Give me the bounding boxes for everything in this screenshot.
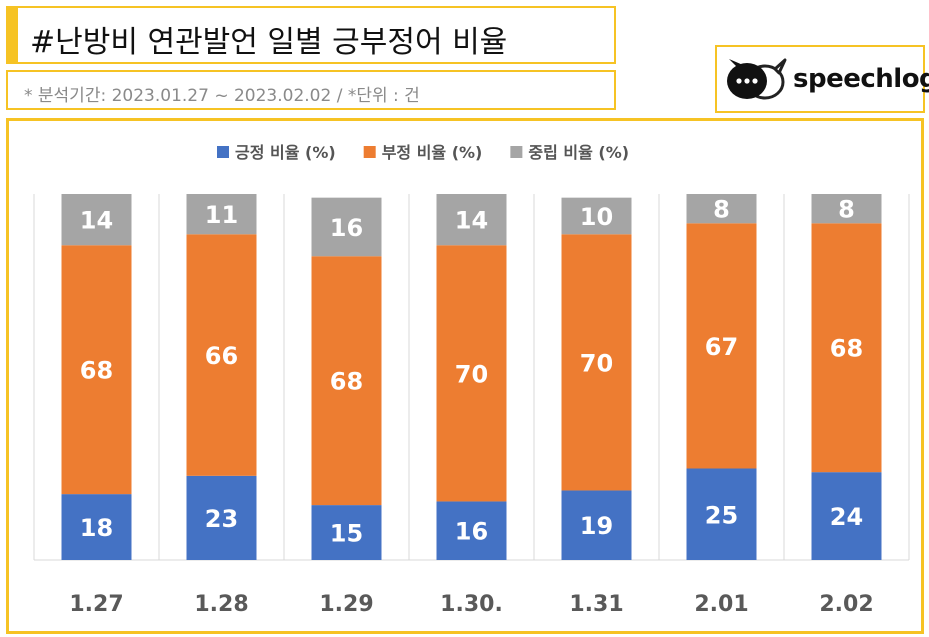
title-accent-bar: [8, 8, 18, 62]
bar-segment: [811, 223, 882, 473]
data-label: 8: [713, 196, 730, 224]
x-tick-label: 1.31: [569, 592, 623, 617]
bar-segment: [61, 194, 132, 246]
page-title: #난방비 연관발언 일별 긍부정어 비율: [30, 25, 508, 60]
x-tick-label: 2.02: [819, 592, 873, 617]
bar-segment: [311, 505, 382, 560]
data-label: 67: [705, 333, 738, 361]
data-label: 66: [205, 342, 238, 370]
speech-bubbles-icon: [727, 58, 787, 100]
bar-segment: [811, 194, 882, 224]
bar-segment: [186, 234, 257, 476]
data-label: 19: [580, 512, 613, 540]
data-label: 18: [80, 514, 113, 542]
x-tick-label: 1.29: [319, 592, 373, 617]
bar-segment: [186, 194, 257, 235]
title-box: #난방비 연관발언 일별 긍부정어 비율: [6, 6, 616, 64]
bar-segment: [61, 245, 132, 495]
x-tick-label: 1.28: [194, 592, 248, 617]
bar-segment: [686, 194, 757, 224]
data-label: 11: [205, 201, 238, 229]
bar-segment: [686, 223, 757, 469]
x-tick-label: 2.01: [694, 592, 748, 617]
legend-swatch: [363, 146, 376, 158]
data-label: 8: [838, 196, 855, 224]
legend-label: 부정 비율 (%): [382, 143, 483, 162]
bar-segment: [186, 475, 257, 560]
bar-segment: [561, 197, 632, 235]
x-tick-label: 1.30.: [440, 592, 503, 617]
bar-segment: [436, 194, 507, 246]
logo: speechlog: [715, 45, 929, 113]
bar-segment: [436, 501, 507, 560]
data-label: 68: [80, 357, 113, 385]
data-label: 23: [205, 505, 238, 533]
logo-text: speechlog: [793, 64, 929, 94]
data-label: 10: [580, 203, 613, 231]
chart-container: 긍정 비율 (%) 부정 비율 (%) 중립 비율 (%) 18 68 14 1.27 23 6…: [6, 118, 924, 634]
x-tick-label: 1.27: [69, 592, 123, 617]
subtitle-box: * 분석기간: 2023.01.27 ~ 2023.02.02 / *단위 : …: [6, 70, 616, 110]
legend-label: 중립 비율 (%): [528, 143, 629, 162]
data-label: 24: [830, 503, 863, 531]
bar-segment: [686, 468, 757, 560]
bar-segment: [311, 256, 382, 506]
data-label: 14: [455, 207, 488, 235]
data-label: 16: [330, 214, 363, 242]
legend-swatch: [217, 146, 229, 158]
legend-label: 긍정 비율 (%): [235, 143, 336, 162]
data-label: 70: [580, 349, 613, 377]
data-label: 14: [80, 207, 113, 235]
bar-segment: [311, 197, 382, 257]
bar-segment: [561, 490, 632, 560]
page-subtitle: * 분석기간: 2023.01.27 ~ 2023.02.02 / *단위 : …: [24, 86, 420, 106]
bar-segment: [811, 472, 882, 560]
stacked-bar-chart: 긍정 비율 (%) 부정 비율 (%) 중립 비율 (%) 18 68 14 1.27 23 6…: [33, 143, 910, 617]
data-label: 16: [455, 518, 488, 546]
bar-segment: [561, 234, 632, 491]
bar-segment: [61, 494, 132, 560]
data-label: 25: [705, 501, 738, 529]
data-label: 68: [330, 368, 363, 396]
data-label: 70: [455, 360, 488, 388]
data-label: 15: [330, 520, 363, 548]
data-label: 68: [830, 335, 863, 363]
legend-swatch: [510, 146, 523, 158]
bar-segment: [436, 245, 507, 502]
